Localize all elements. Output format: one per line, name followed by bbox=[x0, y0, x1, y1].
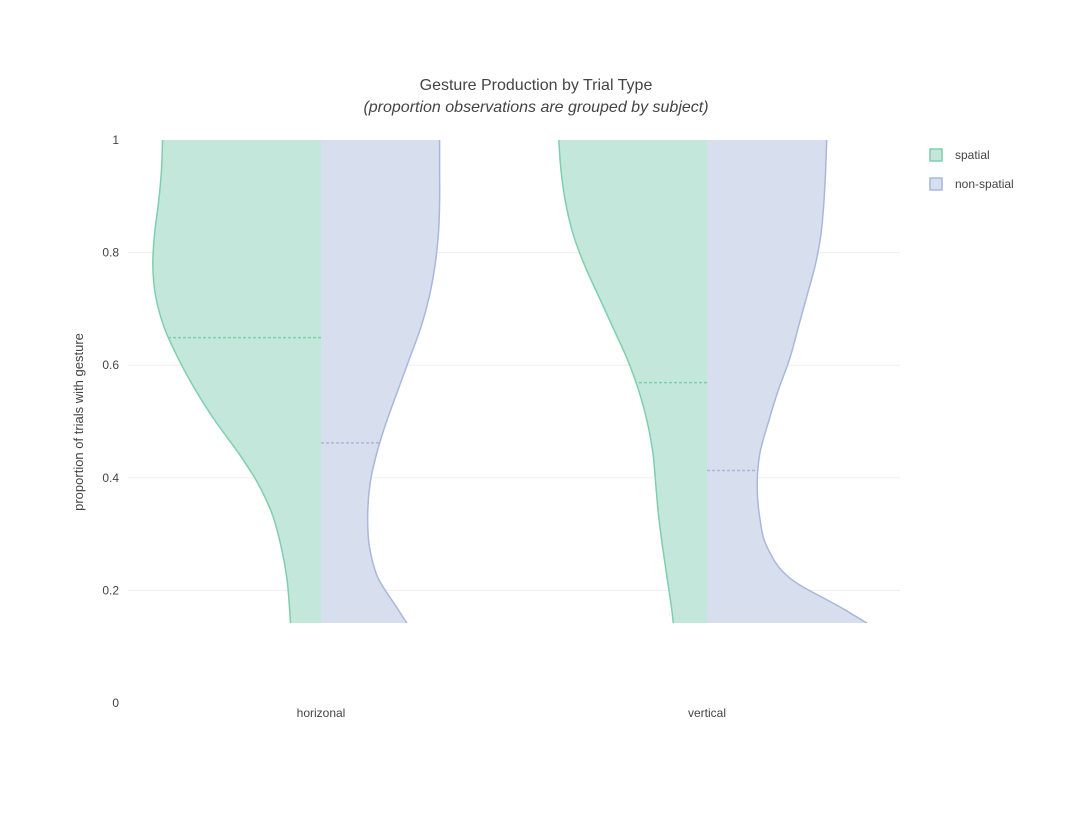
y-tick-label: 1 bbox=[112, 133, 119, 147]
violin-group bbox=[152, 140, 869, 623]
legend-swatch bbox=[929, 177, 943, 191]
legend-label: spatial bbox=[955, 148, 990, 162]
y-tick-label: 0.8 bbox=[102, 246, 119, 260]
violin-fill-spatial-horizonal bbox=[152, 140, 321, 623]
y-tick-label: 0 bbox=[112, 696, 119, 710]
plot-area bbox=[152, 140, 869, 623]
violin-outline-spatial-vertical bbox=[558, 140, 675, 623]
x-tick-label: vertical bbox=[688, 706, 726, 720]
chart-title: Gesture Production by Trial Type bbox=[420, 77, 653, 94]
x-axis-ticks: horizonal vertical bbox=[297, 706, 726, 720]
violin-fill-non-spatial-horizonal bbox=[321, 140, 440, 623]
legend-item-non-spatial[interactable]: non-spatial bbox=[929, 177, 1014, 191]
legend-label: non-spatial bbox=[955, 177, 1014, 191]
y-tick-label: 0.2 bbox=[102, 583, 119, 597]
chart-subtitle: (proportion observations are grouped by … bbox=[363, 99, 708, 116]
violin-fill-spatial-vertical bbox=[558, 140, 707, 623]
violin-outline-non-spatial-vertical bbox=[756, 140, 869, 623]
y-tick-label: 0.6 bbox=[102, 358, 119, 372]
y-tick-label: 0.4 bbox=[102, 471, 119, 485]
legend-swatch bbox=[929, 148, 943, 162]
legend[interactable]: spatial non-spatial bbox=[929, 148, 1014, 191]
legend-item-spatial[interactable]: spatial bbox=[929, 148, 990, 162]
violin-fill-non-spatial-vertical bbox=[707, 140, 867, 623]
violin-outline-spatial-horizonal bbox=[152, 140, 292, 623]
x-tick-label: horizonal bbox=[297, 706, 346, 720]
y-axis-ticks: 0 0.2 0.4 0.6 0.8 1 bbox=[102, 133, 119, 710]
violin-outline-non-spatial-horizonal bbox=[366, 140, 441, 623]
y-axis-title: proportion of trials with gesture bbox=[71, 333, 86, 511]
